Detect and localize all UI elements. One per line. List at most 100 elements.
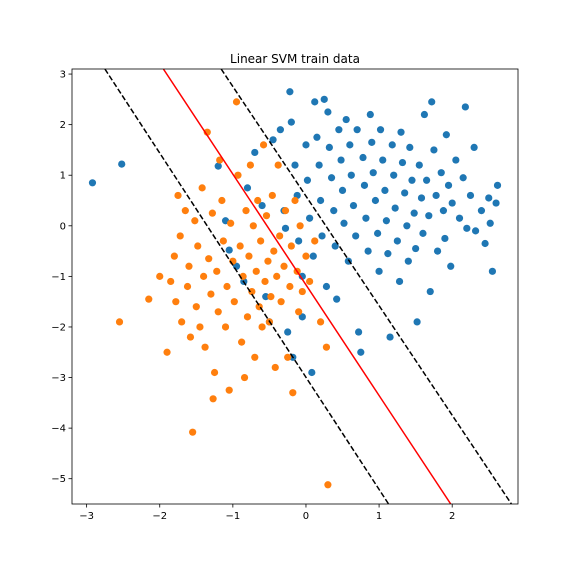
data-point-class-1 <box>271 363 279 372</box>
data-point-class-1 <box>225 386 233 394</box>
data-point-class-0 <box>374 229 382 237</box>
data-point-class-1 <box>218 196 226 205</box>
data-point-class-0 <box>455 214 464 222</box>
data-point-class-0 <box>316 196 325 205</box>
data-point-class-1 <box>322 343 331 351</box>
plot-area <box>88 69 513 504</box>
data-point-class-1 <box>311 237 319 245</box>
data-point-class-0 <box>439 207 448 215</box>
data-point-class-1 <box>214 308 222 316</box>
data-point-class-0 <box>355 328 363 336</box>
data-point-class-0 <box>347 171 355 179</box>
y-tick-label: −1 <box>51 272 66 283</box>
data-point-class-1 <box>115 318 124 326</box>
data-point-class-1 <box>194 242 202 250</box>
data-point-class-1 <box>251 353 259 361</box>
data-point-class-0 <box>375 267 383 275</box>
data-point-class-1 <box>236 242 244 250</box>
data-point-class-0 <box>420 110 429 119</box>
data-point-class-1 <box>252 267 260 275</box>
data-point-class-0 <box>410 209 418 217</box>
data-point-class-0 <box>313 133 321 141</box>
data-point-class-1 <box>267 293 275 301</box>
data-point-class-1 <box>273 272 281 280</box>
data-point-class-0 <box>419 229 427 237</box>
data-point-class-0 <box>486 219 494 227</box>
data-point-class-1 <box>248 287 256 296</box>
data-point-class-1 <box>261 277 269 286</box>
data-point-class-1 <box>201 343 209 351</box>
data-point-class-0 <box>481 239 489 248</box>
data-point-class-1 <box>191 217 199 225</box>
data-point-class-0 <box>325 143 333 151</box>
data-point-class-0 <box>386 333 394 341</box>
data-point-class-0 <box>442 131 450 139</box>
data-point-class-0 <box>463 224 471 232</box>
data-point-class-0 <box>369 169 377 177</box>
data-point-class-0 <box>444 181 453 189</box>
data-point-class-1 <box>170 252 178 260</box>
data-point-class-0 <box>320 95 328 103</box>
data-point-class-0 <box>303 176 312 184</box>
data-point-class-1 <box>227 219 235 227</box>
data-point-class-1 <box>234 171 242 179</box>
data-point-class-0 <box>432 191 440 200</box>
data-point-class-1 <box>324 481 332 489</box>
data-point-class-0 <box>225 246 233 254</box>
data-point-class-0 <box>88 179 97 187</box>
data-point-class-1 <box>270 247 278 255</box>
data-point-class-0 <box>430 146 438 154</box>
data-point-class-0 <box>452 156 460 164</box>
data-point-class-1 <box>302 252 310 260</box>
data-point-class-0 <box>406 143 414 151</box>
data-point-class-0 <box>379 156 387 164</box>
data-point-class-0 <box>412 244 420 253</box>
data-point-class-0 <box>388 141 396 149</box>
data-point-class-1 <box>258 323 266 331</box>
data-point-class-0 <box>471 227 480 235</box>
data-point-class-0 <box>417 194 426 202</box>
axes-frame <box>71 68 519 505</box>
data-point-class-1 <box>205 255 213 263</box>
y-tick-label: 1 <box>60 171 66 182</box>
data-point-class-0 <box>437 169 445 177</box>
data-point-class-0 <box>284 328 292 336</box>
data-point-class-0 <box>322 282 331 291</box>
data-point-class-1 <box>249 222 257 230</box>
y-tick-label: −3 <box>51 373 66 384</box>
data-point-class-0 <box>448 199 456 207</box>
data-point-class-1 <box>176 232 184 240</box>
data-point-class-0 <box>362 214 370 222</box>
y-tick-label: −4 <box>51 424 66 435</box>
data-point-class-1 <box>207 290 215 298</box>
data-point-class-0 <box>492 199 500 207</box>
data-point-class-1 <box>276 232 284 240</box>
data-point-class-0 <box>466 191 475 200</box>
data-point-class-0 <box>447 262 455 270</box>
data-point-class-1 <box>295 308 303 316</box>
data-point-class-0 <box>214 162 222 170</box>
data-point-class-1 <box>264 257 272 265</box>
data-point-class-0 <box>308 368 316 377</box>
data-point-class-0 <box>337 156 345 164</box>
plot-content <box>88 69 513 504</box>
data-point-class-1 <box>213 267 221 275</box>
data-point-class-0 <box>306 214 314 222</box>
data-point-class-1 <box>274 161 282 169</box>
data-point-class-1 <box>221 323 230 331</box>
data-point-class-0 <box>425 212 433 220</box>
data-point-class-0 <box>441 234 449 243</box>
data-point-class-0 <box>330 207 338 215</box>
data-point-class-1 <box>296 222 304 230</box>
data-point-class-1 <box>240 373 249 382</box>
data-point-class-1 <box>210 368 219 377</box>
data-point-class-1 <box>208 209 216 217</box>
data-point-class-1 <box>172 298 180 306</box>
data-point-class-0 <box>485 194 493 202</box>
data-point-class-0 <box>404 257 412 265</box>
data-point-class-0 <box>428 98 436 106</box>
data-point-class-0 <box>287 118 295 126</box>
data-point-class-0 <box>371 196 380 205</box>
data-point-class-0 <box>335 126 343 134</box>
y-tick-label: 2 <box>60 120 66 131</box>
